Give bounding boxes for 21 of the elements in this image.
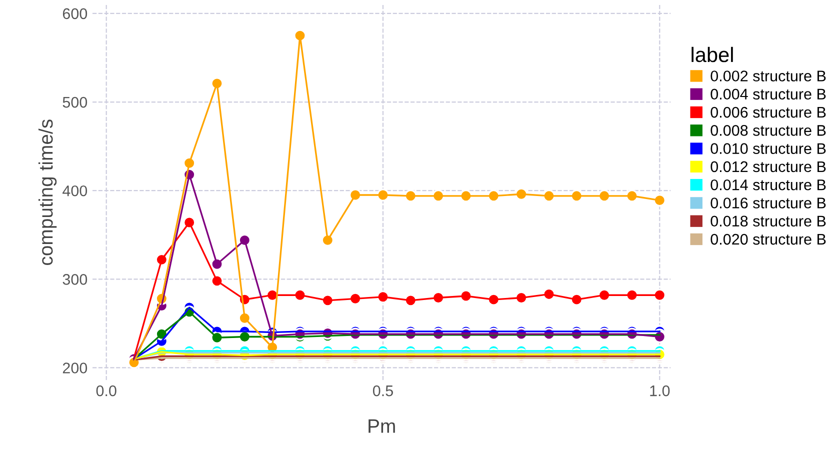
y-tick-label: 400 [62, 185, 88, 196]
x-tick-label: 0.0 [96, 385, 116, 396]
legend-title: label [692, 46, 733, 62]
y-tick-label: 200 [62, 362, 88, 374]
legend-label: 0.004 structure B [710, 88, 826, 100]
y-tick-label: 300 [62, 274, 88, 285]
y-axis-title: computing time/s [38, 120, 57, 266]
legend-label: 0.006 structure B [710, 106, 826, 118]
legend-label: 0.014 structure B [710, 179, 826, 190]
legend-label: 0.008 structure B [710, 125, 826, 136]
x-tick-label: 0.5 [372, 385, 393, 396]
y-tick-label: 500 [62, 96, 88, 108]
legend-label: 0.016 structure B [710, 198, 826, 208]
y-tick-label: 600 [62, 8, 88, 20]
x-tick-label: 1.0 [650, 385, 670, 396]
legend-label: 0.010 structure B [710, 143, 826, 154]
legend-label: 0.020 structure B [710, 234, 826, 245]
x-axis-title: Pm [368, 419, 395, 433]
legend-label: 0.012 structure B [710, 161, 826, 172]
legend-label: 0.002 structure B [710, 70, 826, 82]
legend-label: 0.018 structure B [710, 216, 826, 227]
